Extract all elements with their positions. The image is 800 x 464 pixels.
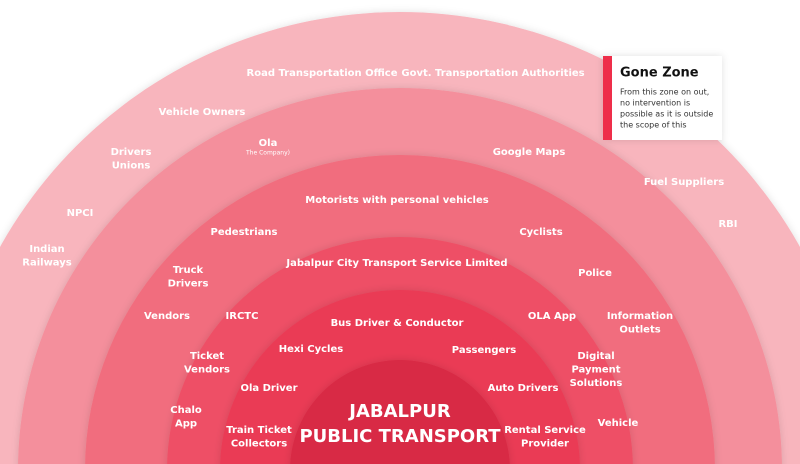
box-bar — [603, 56, 612, 140]
stakeholder-label: Bus Driver & Conductor — [331, 318, 464, 329]
stakeholder-label: Outlets — [619, 325, 660, 336]
stakeholder-label: Google Maps — [493, 147, 566, 158]
stakeholder-label: NPCI — [67, 208, 94, 219]
stakeholder-label: Passengers — [452, 345, 516, 356]
labels: Road Transportation Office Govt. Transpor… — [22, 68, 737, 450]
stakeholder-label: Information — [607, 311, 673, 322]
center-title: PUBLIC TRANSPORT — [299, 426, 501, 447]
stakeholder-label: Vendors — [184, 365, 230, 376]
stakeholder-label: Pedestrians — [211, 227, 278, 238]
stakeholder-label: Chalo — [170, 405, 202, 416]
stakeholder-label: Vehicle — [598, 418, 639, 429]
stakeholder-label: Drivers — [111, 147, 152, 158]
stakeholder-label: Auto Drivers — [488, 383, 559, 394]
stakeholder-label: Rental Service — [504, 425, 586, 436]
stakeholder-label: Ola Driver — [240, 383, 297, 394]
stakeholder-label: Vehicle Owners — [159, 107, 246, 118]
stakeholder-label: Payment — [571, 365, 620, 376]
stakeholder-label: Road Transportation Office — [247, 68, 398, 79]
box-text: possible as it is outside — [620, 110, 713, 119]
stakeholder-label: App — [175, 419, 197, 430]
stakeholder-label: Ticket — [190, 351, 224, 362]
stakeholder-label: Indian — [29, 244, 64, 255]
stakeholder-label: Digital — [577, 351, 614, 362]
stakeholder-label: Cyclists — [519, 227, 562, 238]
ring-core — [290, 360, 510, 464]
stakeholder-label: Railways — [22, 258, 72, 269]
box-text: From this zone on out, — [620, 88, 709, 97]
stakeholder-label: Drivers — [168, 279, 209, 290]
rings — [0, 12, 800, 464]
center-title: JABALPUR — [347, 401, 451, 422]
stakeholder-label: Vendors — [144, 311, 190, 322]
stakeholder-label: Fuel Suppliers — [644, 177, 724, 188]
stakeholder-label: Unions — [112, 161, 151, 172]
stakeholder-label: Police — [578, 268, 612, 279]
stakeholder-label: Train Ticket — [226, 425, 292, 436]
box — [603, 56, 722, 140]
box-text: the scope of this — [620, 121, 687, 130]
stakeholder-label: Hexi Cycles — [279, 344, 344, 355]
stakeholder-label: Truck — [173, 265, 204, 276]
stakeholder-label: Govt. Transportation Authorities — [401, 68, 584, 79]
stakeholder-label: Motorists with personal vehicles — [305, 195, 489, 206]
stakeholder-label: RBI — [718, 219, 737, 230]
stakeholder-label: Collectors — [231, 439, 287, 450]
stakeholder-note: The Company) — [245, 150, 290, 157]
stakeholder-label: OLA App — [528, 311, 576, 322]
box-text: no intervention is — [620, 99, 690, 108]
stakeholder-label: IRCTC — [226, 311, 259, 322]
stakeholder-label: Provider — [521, 439, 569, 450]
stakeholder-label: Ola — [259, 138, 278, 149]
gone-zone-box: Gone Zone From this zone on out, no inte… — [603, 56, 722, 140]
stakeholder-label: Solutions — [570, 378, 623, 389]
stakeholder-label: Jabalpur City Transport Service Limited — [285, 258, 507, 269]
box-title: Gone Zone — [620, 66, 699, 81]
